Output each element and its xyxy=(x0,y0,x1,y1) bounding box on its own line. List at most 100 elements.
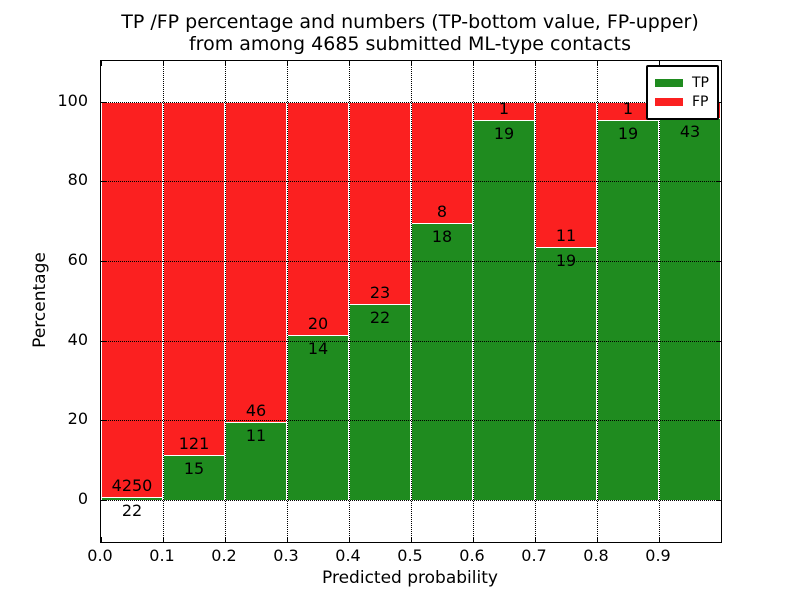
y-tick-label: 20 xyxy=(67,409,88,428)
x-tick-mark xyxy=(287,537,288,542)
y-tick-label: 0 xyxy=(77,489,88,508)
y-tick-label: 60 xyxy=(67,250,88,269)
x-axis-label: Predicted probability xyxy=(322,568,498,588)
x-tick-label: 0.4 xyxy=(335,546,361,565)
tp-count-label: 19 xyxy=(555,251,577,270)
chart-title: TP /FP percentage and numbers (TP-bottom… xyxy=(100,11,720,55)
bar-fp-segment xyxy=(225,102,287,423)
y-tick-mark xyxy=(716,500,721,501)
y-tick-mark xyxy=(716,420,721,421)
y-tick-label: 40 xyxy=(67,330,88,349)
x-tick-mark xyxy=(163,537,164,542)
v-gridline xyxy=(473,61,474,542)
y-tick-mark xyxy=(716,261,721,262)
legend-label: FP xyxy=(692,94,709,110)
fp-count-label: 1 xyxy=(498,99,510,118)
legend-label: TP xyxy=(692,75,709,91)
x-tick-mark xyxy=(535,537,536,542)
y-tick-mark xyxy=(101,420,106,421)
x-tick-mark xyxy=(535,61,536,66)
x-tick-mark xyxy=(225,61,226,66)
chart-title-line1: TP /FP percentage and numbers (TP-bottom… xyxy=(121,11,699,33)
tp-count-label: 15 xyxy=(183,459,205,478)
x-tick-mark xyxy=(411,537,412,542)
bar-fp-segment xyxy=(101,102,163,498)
v-gridline xyxy=(535,61,536,542)
y-tick-mark xyxy=(101,261,106,262)
bar-tp-segment xyxy=(101,498,163,500)
tp-count-label: 22 xyxy=(121,501,143,520)
x-tick-mark xyxy=(101,61,102,66)
bar-fp-segment xyxy=(535,102,597,248)
y-tick-mark xyxy=(716,181,721,182)
tp-count-label: 14 xyxy=(307,339,329,358)
fp-count-label: 20 xyxy=(307,314,329,333)
bar-tp-segment xyxy=(287,336,349,500)
bar-tp-segment xyxy=(535,248,597,500)
v-gridline xyxy=(659,61,660,542)
fp-count-label: 23 xyxy=(369,283,391,302)
x-tick-mark xyxy=(349,61,350,66)
tp-count-label: 11 xyxy=(245,426,267,445)
plot-area: 4250 22 121 15 46 11 20 14 23 22 8 18 1 19 11 19 1 19 43 xyxy=(100,60,722,543)
v-gridline xyxy=(225,61,226,542)
legend-item: TP xyxy=(655,75,709,91)
y-tick-label: 100 xyxy=(57,91,88,110)
tp-count-label: 19 xyxy=(493,124,515,143)
bar-tp-segment xyxy=(225,423,287,500)
x-tick-mark xyxy=(473,537,474,542)
fp-count-label: 11 xyxy=(555,226,577,245)
x-tick-mark xyxy=(597,537,598,542)
y-tick-label: 80 xyxy=(67,170,88,189)
x-tick-mark xyxy=(659,537,660,542)
fp-count-label: 8 xyxy=(436,202,448,221)
tp-count-label: 43 xyxy=(679,122,701,141)
x-tick-mark xyxy=(287,61,288,66)
y-axis-label: Percentage xyxy=(30,252,50,348)
bar-tp-segment xyxy=(411,224,473,500)
x-tick-mark xyxy=(349,537,350,542)
x-tick-mark xyxy=(473,61,474,66)
tp-count-label: 22 xyxy=(369,308,391,327)
y-tick-mark xyxy=(101,102,106,103)
tp-count-label: 19 xyxy=(617,124,639,143)
x-tick-mark xyxy=(659,61,660,66)
x-tick-mark xyxy=(225,537,226,542)
fp-count-label: 46 xyxy=(245,401,267,420)
x-tick-mark xyxy=(597,61,598,66)
y-tick-mark xyxy=(716,341,721,342)
v-gridline xyxy=(411,61,412,542)
x-tick-label: 0.1 xyxy=(149,546,175,565)
chart-title-line2: from among 4685 submitted ML-type contac… xyxy=(188,33,632,55)
legend: TP FP xyxy=(646,65,719,120)
x-tick-mark xyxy=(101,537,102,542)
fp-count-label: 4250 xyxy=(111,476,153,495)
bar-fp-segment xyxy=(163,102,225,456)
x-tick-mark xyxy=(163,61,164,66)
bar-tp-segment xyxy=(659,119,721,500)
x-tick-label: 0.9 xyxy=(645,546,671,565)
y-tick-mark xyxy=(101,341,106,342)
x-tick-label: 0.2 xyxy=(211,546,237,565)
legend-swatch-tp xyxy=(655,79,683,87)
x-tick-label: 0.0 xyxy=(87,546,113,565)
v-gridline xyxy=(349,61,350,542)
y-tick-mark xyxy=(101,181,106,182)
bar-tp-segment xyxy=(597,121,659,500)
x-tick-label: 0.3 xyxy=(273,546,299,565)
x-tick-label: 0.7 xyxy=(521,546,547,565)
bar-fp-segment xyxy=(287,102,349,336)
v-gridline xyxy=(163,61,164,542)
x-tick-label: 0.6 xyxy=(459,546,485,565)
fp-count-label: 1 xyxy=(622,99,634,118)
v-gridline xyxy=(287,61,288,542)
bar-tp-segment xyxy=(473,121,535,500)
x-tick-label: 0.5 xyxy=(397,546,423,565)
v-gridline xyxy=(597,61,598,542)
legend-item: FP xyxy=(655,94,709,110)
legend-swatch-fp xyxy=(655,98,683,106)
fp-count-label: 121 xyxy=(178,434,210,453)
tp-count-label: 18 xyxy=(431,227,453,246)
y-tick-mark xyxy=(101,500,106,501)
